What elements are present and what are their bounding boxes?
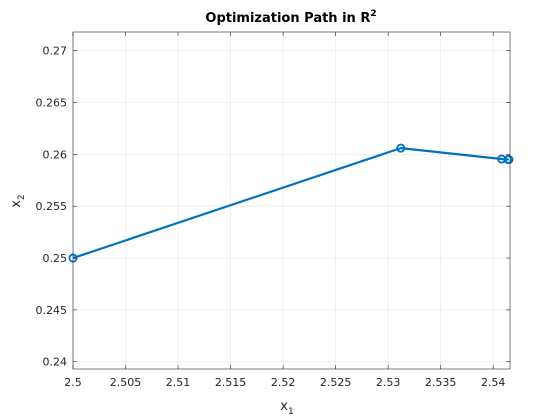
x-axis-label: x1: [280, 399, 293, 417]
y-axis-label: x2: [9, 194, 27, 207]
x-tick-label: 2.51: [166, 376, 191, 389]
y-tick-label: 0.265: [36, 97, 68, 110]
tick-marks: [72, 32, 510, 369]
plot-frame: [72, 31, 511, 370]
x-tick-label: 2.525: [320, 376, 352, 389]
y-tick-label: 0.245: [36, 304, 68, 317]
data-point: [504, 155, 514, 165]
x-tick-label: 2.5: [64, 376, 82, 389]
x-tick-label: 2.52: [271, 376, 296, 389]
y-tick-label: 0.26: [43, 148, 68, 161]
y-tick-label: 0.255: [36, 200, 68, 213]
x-tick-label: 2.53: [376, 376, 401, 389]
y-tick-label: 0.24: [43, 356, 68, 369]
data-point: [396, 143, 406, 153]
y-tick-label: 0.25: [43, 252, 68, 265]
y-tick-label: 0.27: [43, 45, 68, 58]
x-tick-label: 2.515: [215, 376, 247, 389]
x-tick-label: 2.54: [481, 376, 506, 389]
chart-title: Optimization Path in R2: [205, 9, 376, 26]
grid: [72, 32, 510, 369]
plot-area: [73, 32, 510, 369]
x-tick-label: 2.535: [425, 376, 457, 389]
tick-labels: 2.5 2.505 2.51 2.515 2.52 2.525 2.53 2.535 2.54 0…: [36, 45, 506, 389]
data-series: [68, 143, 514, 263]
x-tick-label: 2.505: [110, 376, 142, 389]
series-line: [72, 147, 509, 260]
